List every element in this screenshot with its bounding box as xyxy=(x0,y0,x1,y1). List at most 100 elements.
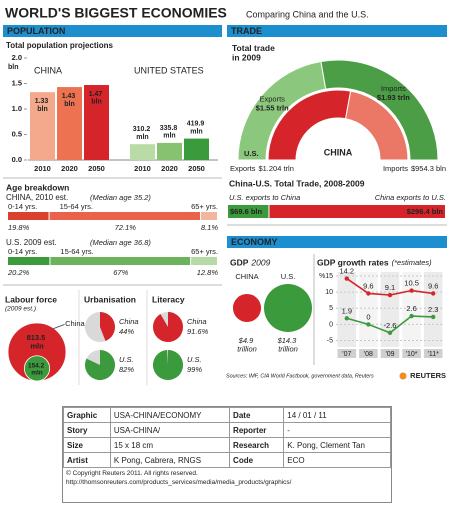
value-label: 72.1% xyxy=(115,223,137,232)
text-line: bln xyxy=(37,106,48,113)
text-line: mln xyxy=(31,369,43,376)
group-label: UNITED STATES xyxy=(134,65,204,75)
category-label: China exports to U.S. xyxy=(375,193,446,202)
bar xyxy=(130,144,155,160)
x-label-box xyxy=(402,349,421,358)
bar-segment xyxy=(8,212,49,220)
value-label: 91.6% xyxy=(187,327,209,336)
x-label-box xyxy=(380,349,400,358)
text-line: 1.47 xyxy=(89,91,105,98)
footer-row: Story USA-CHINA/Reporter - xyxy=(63,422,391,438)
point xyxy=(344,276,349,281)
bar-segment xyxy=(8,257,50,265)
pie-slice xyxy=(100,312,116,341)
value-label: 9.6 xyxy=(428,281,438,290)
segment-label: Imports xyxy=(381,84,406,93)
footer-key: Reporter xyxy=(229,422,285,438)
footer-value: ECO xyxy=(283,452,391,468)
bar-segment xyxy=(49,212,200,220)
value-label: 20.2% xyxy=(7,268,30,277)
segment-label: Exports xyxy=(230,164,256,173)
y-tick-label: -5 xyxy=(327,337,333,344)
footer-value: K Pong, Cabrera, RNGS xyxy=(109,452,231,468)
text-line: mln xyxy=(30,341,44,350)
footer-value: 14 / 01 / 11 xyxy=(283,407,391,423)
y-tick-label: 0.0 xyxy=(12,155,22,164)
text-line: bln xyxy=(91,99,102,106)
value-label: 44% xyxy=(119,327,134,336)
value-label: 2.6 xyxy=(406,304,416,313)
value-label: 99% xyxy=(187,365,202,374)
footer-key: Size xyxy=(63,437,111,453)
chart-title: GDP growth rates xyxy=(317,257,389,267)
segment-label: 0-14 yrs. xyxy=(8,202,37,211)
logo-mark xyxy=(399,372,407,380)
y-tick-label: 5 xyxy=(329,305,333,312)
x-tick-label: 2020 xyxy=(161,164,178,173)
point xyxy=(431,314,436,320)
copyright: © Copyright Reuters 2011. All rights res… xyxy=(66,470,198,477)
y-tick-label: 2.0 xyxy=(12,53,22,62)
segment-label: Exports xyxy=(259,95,285,104)
text-line: in 2009 xyxy=(232,53,261,63)
row-note: (Median age 36.8) xyxy=(90,238,151,247)
y-tick-label: 1.0 xyxy=(12,104,22,113)
chart-title: Total population projections xyxy=(6,41,114,50)
ring-segment xyxy=(320,59,439,161)
chart-title: China-U.S. Total Trade, 2008-2009 xyxy=(229,178,365,188)
footer: Graphic USA-CHINA/ECONOMY Date 14 / 01 / 11… xyxy=(62,406,392,503)
bar xyxy=(184,138,209,160)
footer-key: Code xyxy=(229,452,285,468)
segment-label: Imports xyxy=(383,164,408,173)
bar-segment xyxy=(191,257,217,265)
url: http://thomsonreuters.com/products_servi… xyxy=(66,479,292,486)
value-label: 9.1 xyxy=(385,283,395,292)
footer-key: Story xyxy=(63,422,111,438)
value-label: 310.2 mln xyxy=(133,126,152,141)
row-label: U.S. 2009 est. xyxy=(6,238,57,247)
chart-subtitle: (*estimates) xyxy=(392,258,433,267)
value-label: $14.3 trillion xyxy=(277,336,299,353)
footer-value: 15 x 18 cm xyxy=(109,437,231,453)
bar xyxy=(57,87,82,160)
x-tick-label: 2010 xyxy=(34,164,51,173)
segment-label: 65+ yrs. xyxy=(191,202,218,211)
text-line: 419.9 xyxy=(187,120,206,127)
category-label: China xyxy=(119,317,139,326)
row-label: CHINA, 2010 est. xyxy=(6,193,68,202)
text-line: mln xyxy=(163,132,175,139)
x-label-box xyxy=(337,349,357,358)
value-label: 335.8 mln xyxy=(160,125,179,140)
footer-value: K. Pong, Clement Tan xyxy=(283,437,391,453)
value-label: 813.5 mln xyxy=(27,333,48,350)
point xyxy=(431,291,436,296)
logo: REUTERS xyxy=(410,371,446,380)
bar-segment xyxy=(50,257,191,265)
point xyxy=(344,316,349,321)
text-line: trillion xyxy=(278,344,298,353)
text-line: 813.5 xyxy=(27,333,48,342)
value-label: $296.4 bln xyxy=(407,207,444,216)
y-tick-label: %15 xyxy=(319,273,333,280)
chart-title-note: 2009 xyxy=(250,257,270,267)
segment-label: 15-64 yrs. xyxy=(60,247,93,256)
value-label: $1.93 trln xyxy=(377,93,410,102)
chart-title: Urbanisation xyxy=(84,294,136,304)
footer-key: Research xyxy=(229,437,285,453)
footer-key: Artist xyxy=(63,452,111,468)
bar xyxy=(84,85,109,160)
chart-title: Labour force xyxy=(5,294,57,304)
value-label: $1.204 trln xyxy=(258,164,293,173)
footer-key: Date xyxy=(229,407,285,423)
footer-key: Graphic xyxy=(63,407,111,423)
value-label: 8.1% xyxy=(201,223,218,232)
category-label: U.S. exports to China xyxy=(229,193,300,202)
value-label: 14.2 xyxy=(339,267,354,276)
value-label: 2.3 xyxy=(428,305,438,314)
bar xyxy=(30,92,55,160)
pie-slice xyxy=(153,350,184,380)
value-label: -2.6 xyxy=(384,321,397,330)
bar-segment xyxy=(269,205,445,218)
